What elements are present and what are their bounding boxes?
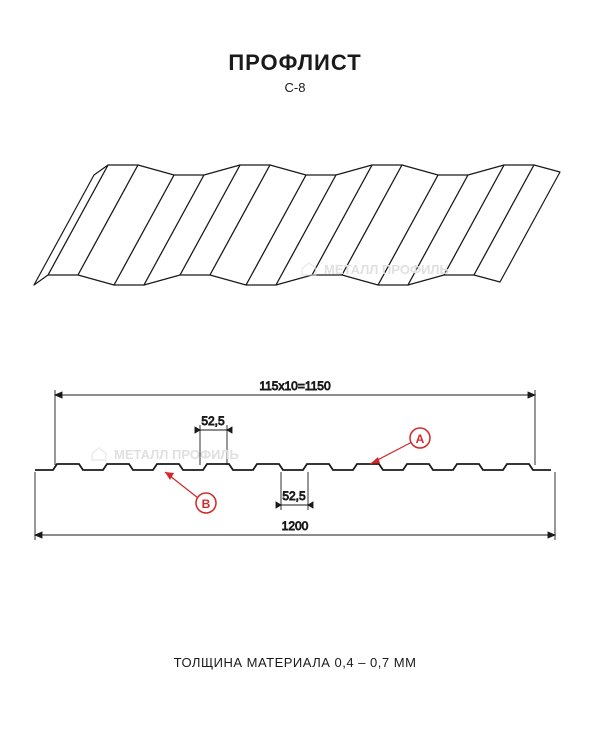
svg-text:B: B (202, 497, 211, 511)
page-subtitle: С-8 (0, 80, 590, 95)
dim-total-width: 1200 (282, 519, 309, 533)
page-title: ПРОФЛИСТ (0, 50, 590, 76)
marker-a: A (370, 428, 430, 464)
profile-diagram: 115x10=1150 52,5 52,5 (0, 370, 590, 600)
marker-b: B (165, 472, 216, 513)
dim-pitch-total: 115x10=1150 (259, 379, 331, 393)
dim-rib-bottom: 52,5 (282, 489, 306, 503)
perspective-diagram (0, 130, 590, 310)
svg-text:A: A (416, 432, 425, 446)
dim-rib-top: 52,5 (201, 414, 225, 428)
thickness-label: ТОЛЩИНА МАТЕРИАЛА 0,4 – 0,7 ММ (0, 655, 590, 670)
